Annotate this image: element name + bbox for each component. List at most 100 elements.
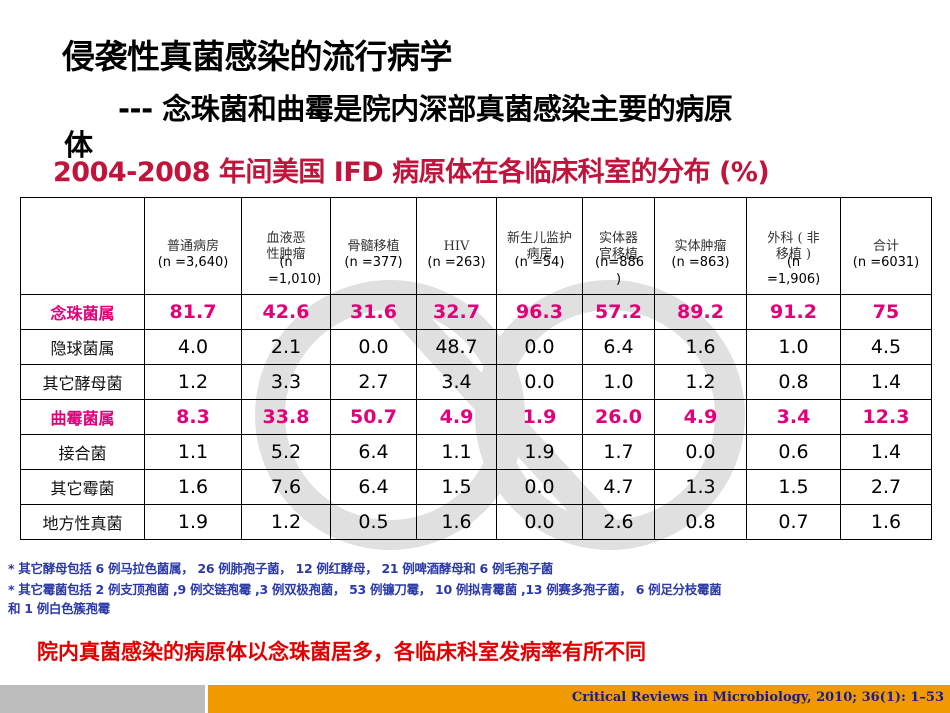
footer-bar-gray [0, 685, 205, 713]
table-cell: 48.7 [416, 329, 497, 365]
table-header-row: 普通病房 (n =3,640) 血液恶性肿瘤 (n =1,010) 骨髓移植 (n =… [20, 197, 932, 295]
column-label: 新生儿监护病房 [506, 231, 572, 262]
table-cell: 1.0 [746, 329, 841, 365]
row-label: 地方性真菌 [20, 504, 145, 540]
column-count: (n =263) [427, 255, 486, 270]
conclusion-text: 院内真菌感染的病原体以念珠菌居多，各临床科室发病率有所不同 [37, 640, 646, 664]
table-cell: 1.2 [241, 504, 331, 540]
column-count: (n =3,640) [157, 255, 229, 270]
table-cell: 0.0 [496, 469, 583, 505]
table-cell: 1.4 [840, 364, 932, 400]
table-cell: 1.9 [496, 434, 583, 470]
pathogen-distribution-table: 普通病房 (n =3,640) 血液恶性肿瘤 (n =1,010) 骨髓移植 (n =… [20, 197, 932, 540]
table-cell: 1.2 [654, 364, 747, 400]
table-subtitle: 2004-2008 年间美国 IFD 病原体在各临床科室的分布 (%) [53, 157, 770, 188]
table-cell: 6.4 [330, 469, 417, 505]
table-cell: 1.6 [654, 329, 747, 365]
column-header: 实体肿瘤 (n =863) [654, 197, 747, 295]
table-cell: 0.0 [330, 329, 417, 365]
footnote-other-molds: * 其它霉菌包括 2 例支顶孢菌 ,9 例交链孢霉 ,3 例双极孢菌， 53 例… [8, 582, 722, 597]
table-cell: 0.0 [654, 434, 747, 470]
table-cell: 50.7 [330, 399, 417, 435]
header-corner-cell [20, 197, 145, 295]
table-cell: 4.9 [416, 399, 497, 435]
table-cell: 1.6 [416, 504, 497, 540]
table-cell: 0.8 [654, 504, 747, 540]
table-cell: 33.8 [241, 399, 331, 435]
table-cell: 1.1 [144, 434, 242, 470]
table-cell: 3.3 [241, 364, 331, 400]
table-cell: 57.2 [582, 294, 655, 330]
column-label: 合计 [872, 239, 899, 254]
column-header: 血液恶性肿瘤 (n =1,010) [241, 197, 331, 295]
table-cell: 81.7 [144, 294, 242, 330]
table-cell: 3.4 [746, 399, 841, 435]
table-cell: 0.8 [746, 364, 841, 400]
column-header: 外科 ( 非移植 ) (n =1,906) [746, 197, 841, 295]
table-row: 其它霉菌 1.6 7.6 6.4 1.5 0.0 4.7 1.3 1.5 2.7 [20, 469, 932, 505]
table-cell: 1.7 [582, 434, 655, 470]
table-cell: 5.2 [241, 434, 331, 470]
table-cell: 32.7 [416, 294, 497, 330]
table-cell: 0.0 [496, 504, 583, 540]
table-cell: 1.9 [496, 399, 583, 435]
column-header: 合计 (n =6031) [840, 197, 932, 295]
table-cell: 42.6 [241, 294, 331, 330]
column-count: (n =1,010) [268, 255, 322, 287]
table-cell: 0.0 [496, 364, 583, 400]
table-cell: 2.7 [840, 469, 932, 505]
table-cell: 6.4 [330, 434, 417, 470]
slide-title-line2: --- 念珠菌和曲霉是院内深部真菌感染主要的病原 [118, 92, 733, 126]
table-cell: 4.7 [582, 469, 655, 505]
footer-bar-orange [208, 685, 950, 713]
table-cell: 6.4 [582, 329, 655, 365]
table-cell: 8.3 [144, 399, 242, 435]
column-header: 实体器官移植 (n=886 ) [582, 197, 655, 295]
citation-text: Critical Reviews in Microbiology, 2010; … [571, 690, 944, 705]
table-cell: 1.5 [416, 469, 497, 505]
table-cell: 12.3 [840, 399, 932, 435]
table-row: 念珠菌属 81.7 42.6 31.6 32.7 96.3 57.2 89.2 91.2 75 [20, 294, 932, 330]
footnote-other-yeasts: * 其它酵母包括 6 例马拉色菌属， 26 例肺孢子菌， 12 例红酵母， 21… [8, 561, 553, 576]
column-label: 血液恶性肿瘤 [266, 231, 306, 262]
column-header: 骨髓移植 (n =377) [330, 197, 417, 295]
row-label: 接合菌 [20, 434, 145, 470]
table-row: 地方性真菌 1.9 1.2 0.5 1.6 0.0 2.6 0.8 0.7 1.6 [20, 504, 932, 540]
table-cell: 0.5 [330, 504, 417, 540]
column-count: (n =863) [671, 255, 730, 270]
row-label: 曲霉菌属 [20, 399, 145, 435]
row-label: 其它酵母菌 [20, 364, 145, 400]
table-cell: 1.2 [144, 364, 242, 400]
table-row: 隐球菌属 4.0 2.1 0.0 48.7 0.0 6.4 1.6 1.0 4.5 [20, 329, 932, 365]
table-cell: 31.6 [330, 294, 417, 330]
row-label: 念珠菌属 [20, 294, 145, 330]
column-label: HIV [443, 239, 470, 254]
table-cell: 3.4 [416, 364, 497, 400]
table-cell: 1.4 [840, 434, 932, 470]
table-body: 念珠菌属 81.7 42.6 31.6 32.7 96.3 57.2 89.2 91.2 75 隐球… [20, 294, 932, 540]
table-cell: 1.6 [840, 504, 932, 540]
table-cell: 1.5 [746, 469, 841, 505]
table-cell: 1.3 [654, 469, 747, 505]
table-cell: 91.2 [746, 294, 841, 330]
table-cell: 0.0 [496, 329, 583, 365]
column-label: 骨髓移植 [347, 239, 400, 254]
column-count: (n =377) [344, 255, 403, 270]
row-label: 隐球菌属 [20, 329, 145, 365]
column-header: 新生儿监护病房 (n =54) [496, 197, 583, 295]
column-header: 普通病房 (n =3,640) [144, 197, 242, 295]
table-cell: 1.6 [144, 469, 242, 505]
column-label: 外科 ( 非移植 ) [767, 231, 820, 262]
column-label: 实体肿瘤 [674, 239, 727, 254]
slide-title: 侵袭性真菌感染的流行病学 [62, 37, 453, 76]
table-cell: 2.7 [330, 364, 417, 400]
table-cell: 75 [840, 294, 932, 330]
column-count: (n=886 ) [595, 255, 645, 287]
column-count: (n =54) [514, 255, 565, 270]
column-label: 普通病房 [166, 239, 219, 254]
table-cell: 1.9 [144, 504, 242, 540]
table-row: 接合菌 1.1 5.2 6.4 1.1 1.9 1.7 0.0 0.6 1.4 [20, 434, 932, 470]
table-cell: 0.6 [746, 434, 841, 470]
footnote-other-molds-cont: 和 1 例白色簇孢霉 [8, 601, 110, 616]
table-cell: 4.5 [840, 329, 932, 365]
